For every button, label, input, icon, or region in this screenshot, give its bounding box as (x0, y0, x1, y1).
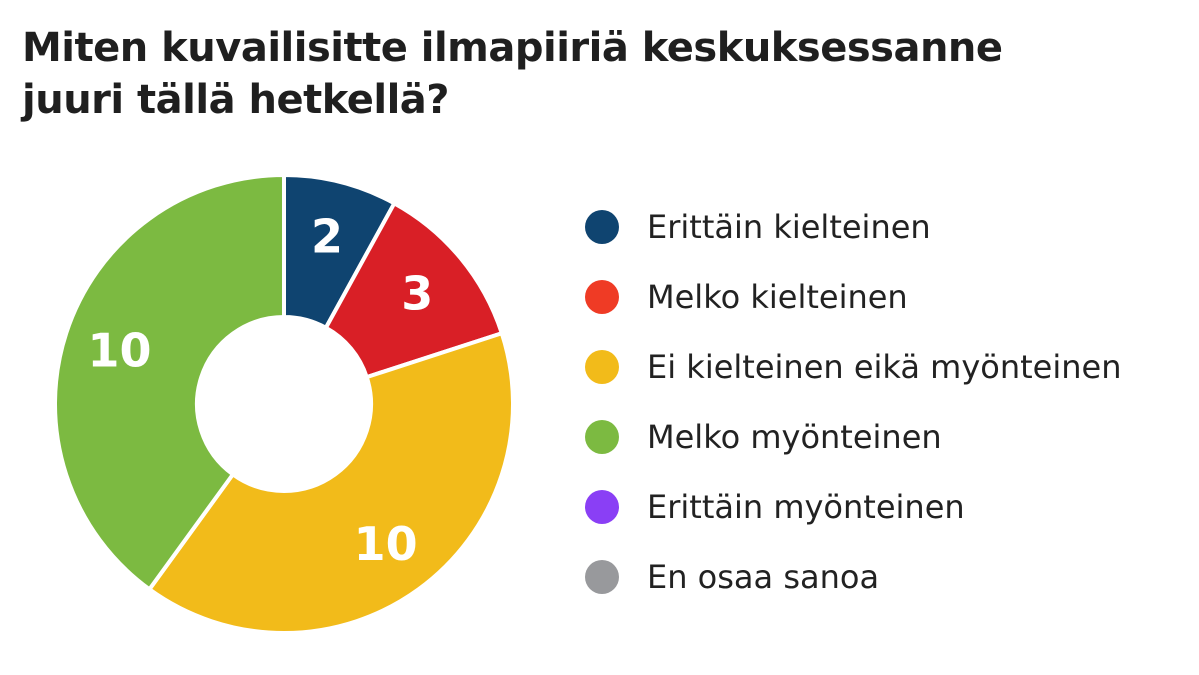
slice-label-melko-kielteinen: 3 (401, 267, 433, 321)
legend-item-erittain-myonteinen: Erittäin myönteinen (585, 472, 1122, 542)
slice-melko-kielteinen (323, 201, 504, 380)
legend-label-melko-myonteinen: Melko myönteinen (647, 418, 942, 456)
legend-label-ei-kielteinen-eika-myonteinen: Ei kielteinen eikä myönteinen (647, 348, 1122, 386)
legend-item-en-osaa-sanoa: En osaa sanoa (585, 542, 1122, 612)
slice-label-erittain-kielteinen: 2 (311, 209, 343, 263)
legend-item-melko-kielteinen: Melko kielteinen (585, 262, 1122, 332)
slice-label-melko-myonteinen: 10 (87, 324, 151, 378)
legend-label-erittain-myonteinen: Erittäin myönteinen (647, 488, 965, 526)
legend-swatch-en-osaa-sanoa (585, 560, 619, 594)
slice-label-ei-kielteinen-eika-myonteinen: 10 (354, 517, 418, 571)
chart-title-line-2: juuri tällä hetkellä? (22, 77, 449, 123)
donut-chart: 2 3 10 10 (53, 173, 515, 635)
chart-title: Miten kuvailisitte ilmapiiriä keskuksess… (22, 22, 1122, 126)
legend-item-ei-kielteinen-eika-myonteinen: Ei kielteinen eikä myönteinen (585, 332, 1122, 402)
legend-swatch-melko-kielteinen (585, 280, 619, 314)
legend-swatch-erittain-myonteinen (585, 490, 619, 524)
legend-label-en-osaa-sanoa: En osaa sanoa (647, 558, 880, 596)
legend-label-erittain-kielteinen: Erittäin kielteinen (647, 208, 931, 246)
chart-title-line-1: Miten kuvailisitte ilmapiiriä keskuksess… (22, 25, 1003, 71)
legend-label-melko-kielteinen: Melko kielteinen (647, 278, 908, 316)
legend-item-melko-myonteinen: Melko myönteinen (585, 402, 1122, 472)
legend-swatch-ei-kielteinen-eika-myonteinen (585, 350, 619, 384)
legend-swatch-erittain-kielteinen (585, 210, 619, 244)
chart-legend: Erittäin kielteinen Melko kielteinen Ei ki… (585, 192, 1122, 612)
slice-ei-kielteinen-eika-myonteinen (147, 331, 515, 635)
legend-swatch-melko-myonteinen (585, 420, 619, 454)
slice-melko-myonteinen (53, 173, 286, 592)
legend-item-erittain-kielteinen: Erittäin kielteinen (585, 192, 1122, 262)
